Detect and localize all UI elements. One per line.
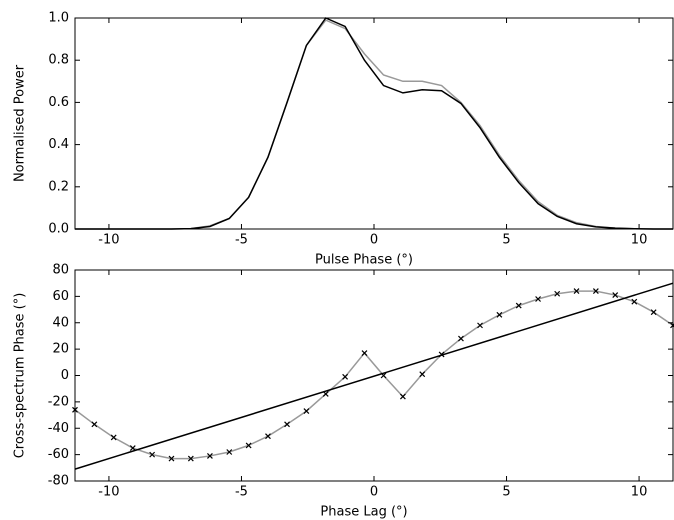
marker xyxy=(592,288,599,295)
marker xyxy=(206,453,213,459)
marker xyxy=(458,335,464,342)
marker xyxy=(554,290,561,297)
y-tick-label: -40 xyxy=(48,421,69,436)
marker xyxy=(303,408,310,415)
y-tick-label: 60 xyxy=(52,289,69,304)
x-tick-label: 5 xyxy=(502,233,510,248)
marker xyxy=(650,309,657,316)
x-tick-label: -5 xyxy=(235,233,248,248)
marker xyxy=(110,434,117,441)
x-tick-label: 0 xyxy=(370,233,378,248)
x-tick-label: -10 xyxy=(98,233,119,248)
marker xyxy=(91,421,98,428)
marker xyxy=(361,350,368,357)
y-axis-label: Normalised Power xyxy=(13,64,28,182)
y-tick-label: 0 xyxy=(61,368,69,383)
plot-frame xyxy=(74,17,674,230)
marker xyxy=(265,433,271,440)
marker xyxy=(226,449,233,455)
marker xyxy=(149,451,156,458)
y-tick-label: -80 xyxy=(48,474,69,489)
marker xyxy=(535,296,542,302)
y-tick-label: 0.0 xyxy=(48,222,69,237)
marker xyxy=(477,322,483,329)
y-tick-label: 20 xyxy=(52,342,69,357)
y-tick-label: 40 xyxy=(52,315,69,330)
y-tick-label: -20 xyxy=(48,394,69,409)
series-line xyxy=(75,19,673,230)
x-axis-label: Pulse Phase (°) xyxy=(315,253,413,268)
y-tick-label: 0.6 xyxy=(48,95,69,110)
y-tick-label: 80 xyxy=(52,263,69,278)
y-tick-label: 0.8 xyxy=(48,53,69,68)
x-tick-label: 10 xyxy=(631,233,648,248)
x-tick-label: 5 xyxy=(502,485,510,500)
series-line xyxy=(75,17,673,230)
x-tick-label: -10 xyxy=(98,485,119,500)
marker xyxy=(187,455,194,462)
marker xyxy=(515,302,522,309)
marker xyxy=(419,371,426,378)
y-tick-label: 0.2 xyxy=(48,179,69,194)
marker xyxy=(399,393,406,400)
marker xyxy=(342,373,349,380)
x-tick-label: 0 xyxy=(370,485,378,500)
y-tick-label: 1.0 xyxy=(48,11,69,26)
marker xyxy=(129,445,136,451)
y-tick-label: -60 xyxy=(48,447,69,462)
marker xyxy=(245,442,252,449)
marker xyxy=(284,421,290,428)
marker xyxy=(612,292,619,298)
y-axis-label: Cross-spectrum Phase (°) xyxy=(13,293,28,459)
marker xyxy=(168,455,175,462)
marker xyxy=(496,311,503,318)
y-tick-label: 0.4 xyxy=(48,137,69,152)
x-axis-label: Phase Lag (°) xyxy=(320,505,407,520)
series-line xyxy=(74,282,674,470)
marker xyxy=(631,298,638,305)
x-tick-label: 10 xyxy=(631,485,648,500)
series-line xyxy=(74,290,674,460)
x-tick-label: -5 xyxy=(235,485,248,500)
marker xyxy=(573,288,580,295)
